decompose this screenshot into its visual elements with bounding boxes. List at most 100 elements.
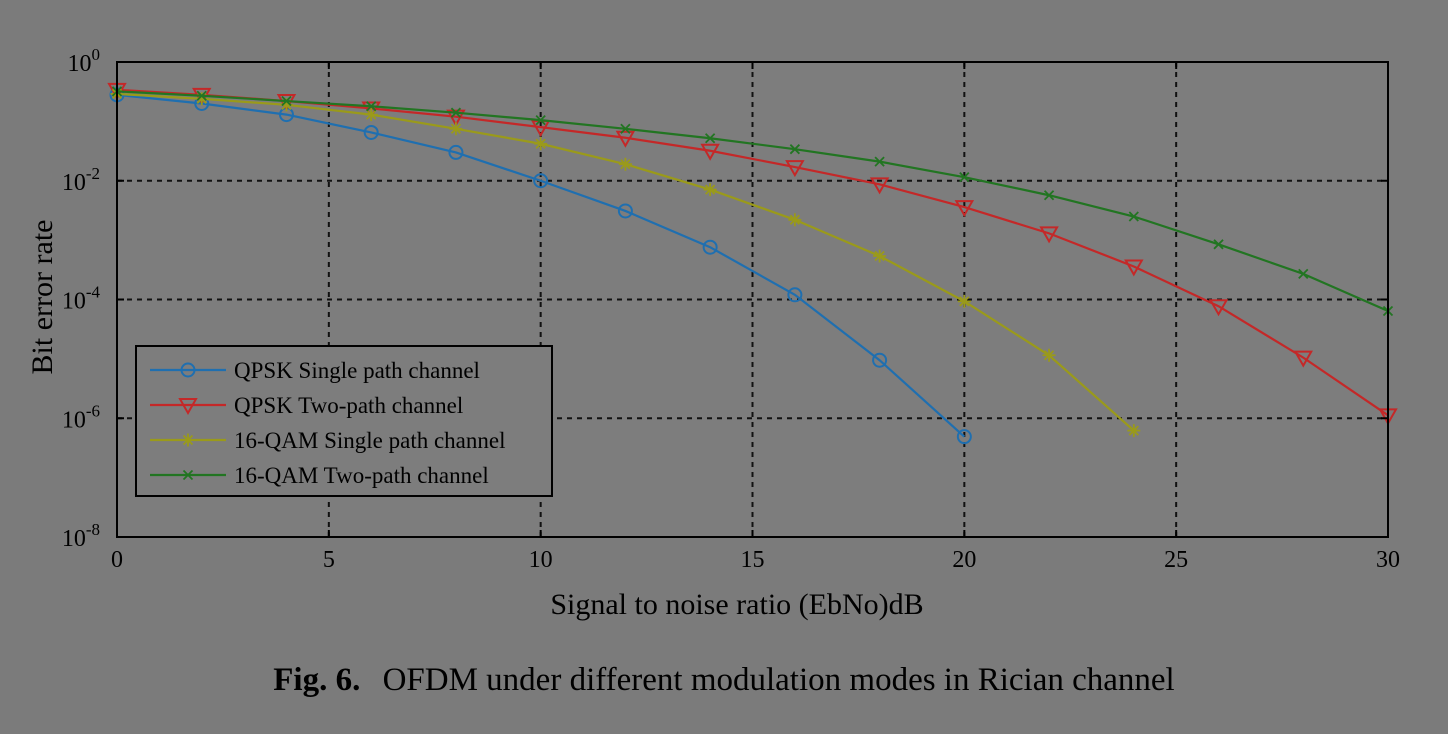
marker-x xyxy=(959,172,970,183)
data-point xyxy=(700,143,720,161)
legend-label: QPSK Single path channel xyxy=(234,358,480,383)
y-tick-label: 10-6 xyxy=(62,401,100,433)
marker-star xyxy=(873,249,887,263)
data-point xyxy=(789,144,801,155)
legend-label: 16-QAM Two-path channel xyxy=(234,463,489,488)
marker-star xyxy=(364,108,378,122)
marker-circle xyxy=(448,144,464,160)
data-point xyxy=(363,124,379,140)
x-axis-label: Signal to noise ratio (EbNo)dB xyxy=(550,588,923,621)
marker-star xyxy=(1042,348,1056,362)
marker-circle xyxy=(702,239,718,255)
marker-circle xyxy=(956,429,972,445)
data-point xyxy=(1043,190,1055,201)
data-point xyxy=(873,249,887,263)
data-point xyxy=(533,173,549,189)
marker-x xyxy=(450,107,462,118)
marker-triangle xyxy=(700,143,720,161)
marker-triangle xyxy=(954,200,975,218)
data-point xyxy=(954,200,975,218)
y-tick-label: 10-4 xyxy=(62,283,101,315)
marker-star xyxy=(195,92,209,106)
data-point xyxy=(196,90,207,101)
y-tick-label: 10-2 xyxy=(62,164,100,196)
marker-x xyxy=(1213,239,1224,250)
x-tick-label: 25 xyxy=(1164,547,1188,573)
data-point xyxy=(703,183,717,197)
marker-triangle xyxy=(615,130,636,148)
marker-triangle xyxy=(1208,299,1229,317)
data-point xyxy=(1039,226,1059,244)
data-point xyxy=(180,362,196,378)
legend-entry-2: 16-QAM Single path channel xyxy=(150,428,505,453)
marker-x xyxy=(1128,211,1139,222)
data-point xyxy=(181,433,195,447)
data-point xyxy=(785,160,805,178)
legend-entry-3: 16-QAM Two-path channel xyxy=(150,463,489,488)
data-point xyxy=(1127,424,1141,438)
marker-star xyxy=(279,98,293,112)
data-point xyxy=(1124,259,1144,277)
marker-circle xyxy=(533,173,549,189)
caption-text: OFDM under different modulation modes in… xyxy=(382,662,1175,698)
data-point xyxy=(195,92,209,106)
data-point xyxy=(182,469,194,481)
data-point xyxy=(620,123,631,134)
data-point xyxy=(364,108,378,122)
x-tick-label: 20 xyxy=(952,547,976,573)
data-point xyxy=(1042,348,1056,362)
marker-circle xyxy=(363,124,379,140)
marker-triangle xyxy=(785,160,805,178)
marker-star xyxy=(1127,424,1141,438)
data-point xyxy=(618,157,632,171)
marker-x xyxy=(620,123,631,134)
data-point xyxy=(788,213,802,227)
marker-star xyxy=(788,213,802,227)
marker-x xyxy=(1298,268,1309,280)
marker-circle xyxy=(617,203,633,219)
y-axis-label: Bit error rate xyxy=(26,220,59,375)
legend-entry-0: QPSK Single path channel xyxy=(150,358,480,383)
marker-x xyxy=(281,95,292,107)
marker-triangle xyxy=(1293,350,1313,368)
marker-circle xyxy=(787,287,803,303)
marker-circle xyxy=(180,362,196,378)
data-point xyxy=(787,287,803,303)
marker-triangle xyxy=(1039,226,1059,244)
marker-star xyxy=(703,183,717,197)
data-point xyxy=(615,130,636,148)
marker-x xyxy=(196,90,207,101)
data-point xyxy=(449,122,463,136)
data-point xyxy=(366,101,377,112)
marker-triangle xyxy=(1124,259,1144,277)
series-line-0 xyxy=(116,93,966,438)
data-point xyxy=(704,133,716,144)
data-point xyxy=(450,107,462,118)
marker-star xyxy=(534,137,548,151)
marker-x xyxy=(366,101,377,112)
x-tick-label: 5 xyxy=(323,547,335,573)
data-point xyxy=(178,398,198,416)
series-line-1 xyxy=(116,88,1389,417)
y-tick-label: 10-8 xyxy=(62,520,100,552)
x-tick-label: 0 xyxy=(111,547,123,573)
data-point xyxy=(617,203,633,219)
x-tick-label: 10 xyxy=(529,547,553,573)
marker-x xyxy=(704,133,716,144)
data-point xyxy=(956,429,972,445)
marker-star xyxy=(449,122,463,136)
x-tick-label: 30 xyxy=(1376,547,1400,573)
marker-circle xyxy=(872,352,888,368)
data-point xyxy=(957,294,971,308)
data-point xyxy=(534,137,548,151)
data-point xyxy=(1293,350,1313,368)
marker-star xyxy=(618,157,632,171)
marker-x xyxy=(182,469,194,481)
data-point xyxy=(1298,268,1309,280)
marker-x xyxy=(874,156,885,167)
data-point xyxy=(448,144,464,160)
data-point xyxy=(535,114,546,126)
marker-star xyxy=(957,294,971,308)
data-point xyxy=(874,156,885,167)
